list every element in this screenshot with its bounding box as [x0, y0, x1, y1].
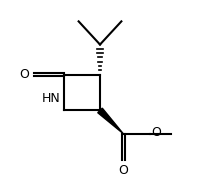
- Text: HN: HN: [42, 92, 61, 105]
- Text: O: O: [152, 126, 162, 139]
- Text: O: O: [118, 164, 128, 177]
- Text: O: O: [19, 68, 29, 81]
- Polygon shape: [98, 108, 123, 134]
